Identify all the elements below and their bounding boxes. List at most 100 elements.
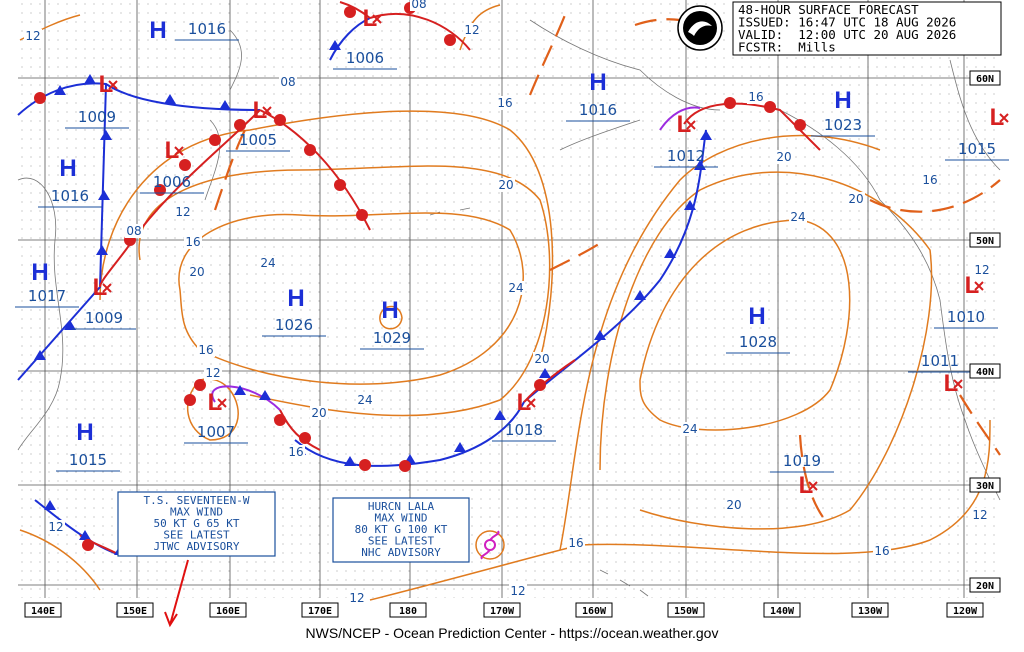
- header-line: ISSUED: 16:47 UTC 18 AUG 2026: [738, 15, 956, 30]
- warm-front-bump: [534, 379, 546, 391]
- advisory-line: NHC ADVISORY: [361, 546, 441, 559]
- warm-front-bump: [334, 179, 346, 191]
- isobar-label: 16: [568, 536, 583, 550]
- label-bg: [47, 520, 65, 534]
- label-bg: [507, 281, 525, 295]
- low-symbol: L: [677, 111, 692, 138]
- cold-front-barb: [44, 500, 56, 510]
- label-bg: [567, 536, 585, 550]
- low-symbol: L: [363, 5, 378, 32]
- lon-label: 130W: [858, 606, 883, 617]
- cold-front-barb: [34, 350, 46, 360]
- lat-label: 30N: [976, 481, 994, 492]
- warm-front-bump: [34, 92, 46, 104]
- footer: NWS/NCEP - Ocean Prediction Center - htt…: [306, 625, 719, 641]
- warm-front-bump: [344, 6, 356, 18]
- advisory-line: MAX WIND: [170, 506, 223, 519]
- low-pressure: 1006: [153, 173, 191, 191]
- low-center-x: [999, 113, 1009, 123]
- lon-label-box: [24, 602, 62, 618]
- lon-label-box: [116, 602, 154, 618]
- label-bg: [184, 235, 202, 249]
- low-pressure: 1006: [346, 49, 384, 67]
- cold-front-barb: [664, 248, 676, 258]
- high-symbol: H: [76, 419, 93, 446]
- isobar-label: 20: [498, 178, 513, 192]
- lon-label-box: [483, 602, 521, 618]
- low-pressure: 1011: [921, 352, 959, 370]
- label-bg: [971, 508, 989, 522]
- advisory-line: JTWC ADVISORY: [153, 540, 239, 553]
- advisory-line: SEE LATEST: [163, 529, 230, 542]
- low-center-x: [526, 398, 536, 408]
- high-pressure: 1028: [739, 333, 777, 351]
- label-bg: [725, 498, 743, 512]
- lon-label: 120W: [953, 606, 978, 617]
- isobar-label: 20: [534, 352, 549, 366]
- label-bg: [410, 0, 428, 11]
- high-pressure: 1026: [275, 316, 313, 334]
- low-symbol: L: [165, 137, 180, 164]
- warm-front-bump: [299, 432, 311, 444]
- lon-label: 150W: [674, 606, 699, 617]
- troughs: [213, 14, 1001, 521]
- cold-front-barb: [329, 40, 341, 50]
- cold-front-barb: [634, 290, 646, 300]
- low-center-x: [953, 379, 963, 389]
- low-center-x: [108, 80, 118, 90]
- warm-front-bump: [234, 119, 246, 131]
- low-pressure: 1018: [505, 421, 543, 439]
- isobar-label: 24: [357, 393, 372, 407]
- isobar-label: 08: [411, 0, 426, 11]
- isobar-label: 24: [508, 281, 523, 295]
- low-center-x: [102, 283, 112, 293]
- label-bg: [775, 150, 793, 164]
- low-symbol: L: [208, 389, 223, 416]
- low-center-x: [262, 106, 272, 116]
- cold-front-barb: [79, 530, 91, 540]
- warm-front-bump: [179, 159, 191, 171]
- warm-front-bump: [209, 134, 221, 146]
- advisory-line: 50 KT G 65 KT: [153, 517, 239, 530]
- low-pressure: 1019: [783, 452, 821, 470]
- cold-front-barb: [84, 74, 96, 84]
- low-symbol: L: [944, 370, 959, 397]
- isobar-label: 16: [288, 445, 303, 459]
- header-box: [732, 1, 1002, 56]
- cold-front-barb: [539, 368, 551, 378]
- lon-label-box: [946, 602, 984, 618]
- high-symbol: H: [287, 285, 304, 312]
- label-bg: [921, 173, 939, 187]
- lat-label-box: [969, 232, 1001, 248]
- warm-front-bump: [304, 144, 316, 156]
- low-center-x: [808, 481, 818, 491]
- label-bg: [287, 445, 305, 459]
- lon-label-box: [851, 602, 889, 618]
- label-bg: [259, 256, 277, 270]
- advisory-line: 80 KT G 100 KT: [355, 523, 448, 536]
- low-symbol: L: [253, 97, 268, 124]
- advisory-box: [332, 497, 470, 563]
- isobar-label: 20: [776, 150, 791, 164]
- lon-label: 150E: [123, 606, 147, 617]
- lon-label-box: [763, 602, 801, 618]
- cold-front-barb: [64, 320, 76, 330]
- high-pressure: 1016: [188, 20, 226, 38]
- lon-label: 170E: [308, 606, 332, 617]
- label-bg: [188, 265, 206, 279]
- low-pressure: 1007: [197, 423, 235, 441]
- label-bg: [356, 393, 374, 407]
- isobar-label: 16: [185, 235, 200, 249]
- isobar-label: 12: [974, 263, 989, 277]
- low-center-x: [372, 14, 382, 24]
- isobar-label: 12: [175, 205, 190, 219]
- warm-front-bump: [764, 101, 776, 113]
- lat-label: 60N: [976, 74, 994, 85]
- isobar-label: 08: [280, 75, 295, 89]
- label-bg: [24, 29, 42, 43]
- lon-label-box: [301, 602, 339, 618]
- isobar-label: 12: [349, 591, 364, 605]
- lon-label: 160E: [216, 606, 240, 617]
